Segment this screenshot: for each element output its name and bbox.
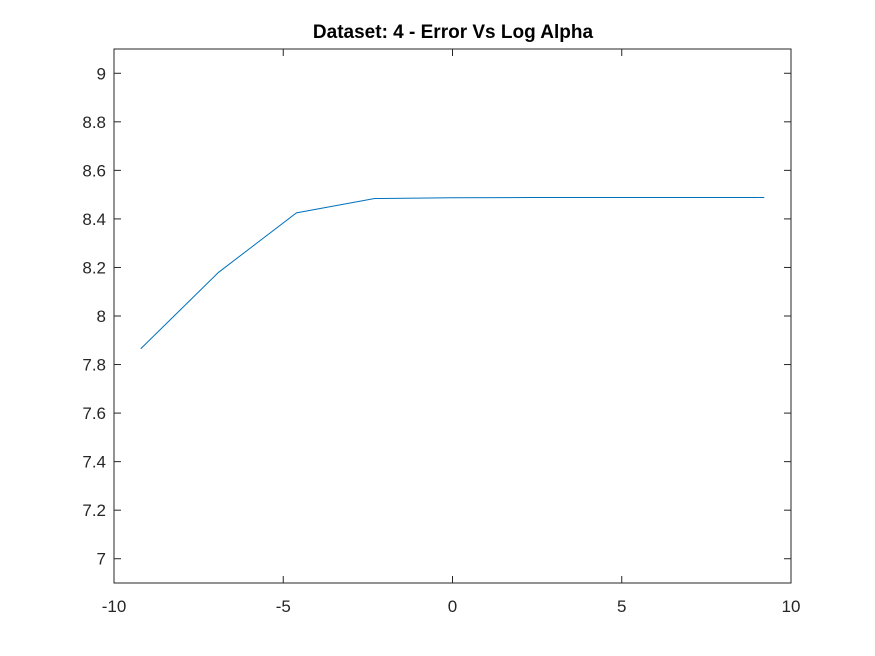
x-axis: -10 -5 0 5 10 <box>102 49 801 616</box>
y-tick-label: 7.8 <box>82 356 106 375</box>
x-tick-label: -10 <box>102 597 127 616</box>
y-tick-label: 8.4 <box>82 210 106 229</box>
x-tick-label: 5 <box>617 597 626 616</box>
series-line <box>140 197 765 350</box>
y-tick-label: 9 <box>97 64 106 83</box>
x-tick-label: 0 <box>448 597 457 616</box>
y-tick-label: 8.8 <box>82 113 106 132</box>
y-tick-label: 7 <box>97 550 106 569</box>
chart-title: Dataset: 4 - Error Vs Log Alpha <box>313 22 594 43</box>
y-axis: 7 7.2 7.4 7.6 7.8 8 8.2 8.4 8.6 8.8 9 <box>82 64 791 569</box>
x-tick-label: -5 <box>276 597 291 616</box>
y-tick-label: 7.4 <box>82 453 106 472</box>
y-tick-label: 7.6 <box>82 404 106 423</box>
y-tick-label: 8.2 <box>82 258 106 277</box>
y-tick-label: 8.6 <box>82 161 106 180</box>
y-tick-label: 8 <box>97 307 106 326</box>
x-tick-label: 10 <box>782 597 801 616</box>
axes-box <box>113 48 792 584</box>
y-tick-label: 7.2 <box>82 501 106 520</box>
plot-area <box>140 197 765 350</box>
